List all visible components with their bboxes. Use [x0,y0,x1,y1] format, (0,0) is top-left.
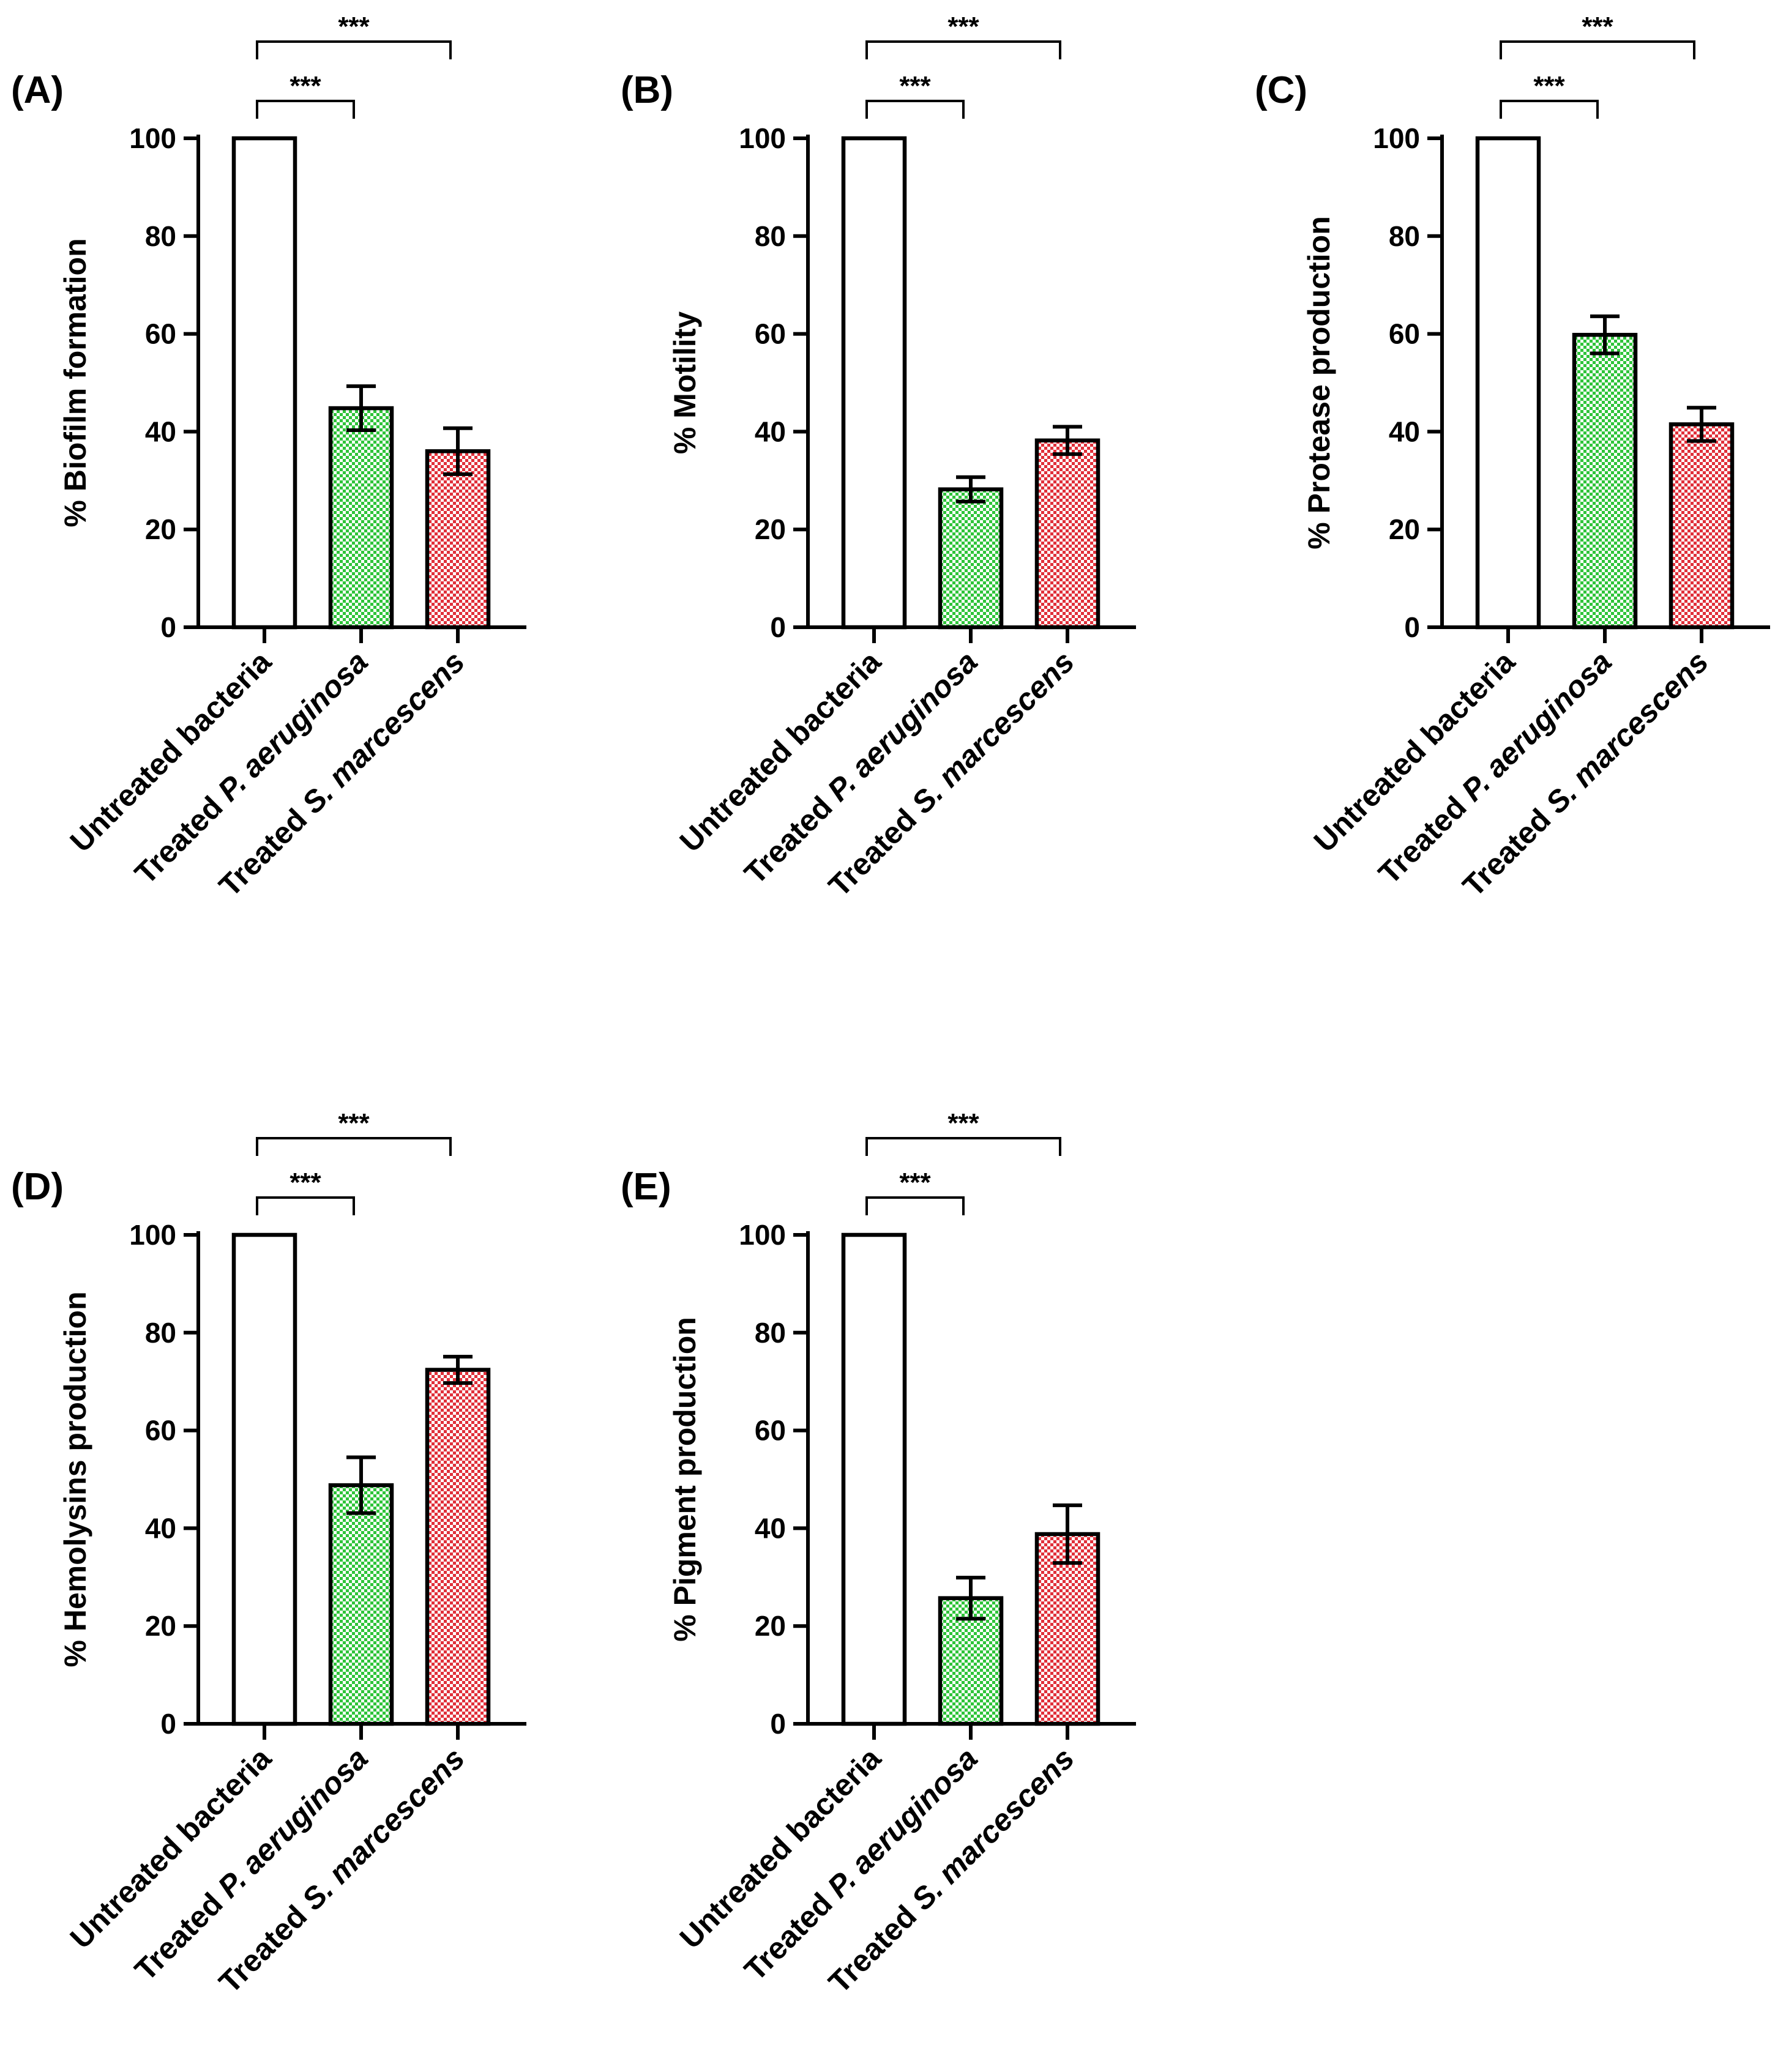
significance-label: *** [947,1108,979,1138]
y-tick-label: 100 [129,1219,176,1251]
significance-bracket [865,100,965,119]
y-tick-label: 20 [755,1610,786,1642]
y-axis-title: % Biofilm formation [58,238,92,527]
y-tick-label: 0 [160,1708,176,1740]
significance-label: *** [290,71,321,101]
y-tick-label: 40 [145,1512,176,1544]
significance-label: *** [1582,12,1613,42]
significance-label: *** [1533,71,1565,101]
y-tick-label: 40 [755,416,786,447]
bar [328,406,394,630]
y-tick-label: 80 [145,1317,176,1349]
significance-label: *** [338,12,370,42]
y-tick-label: 60 [1389,318,1420,350]
bar [1034,438,1100,630]
y-tick-label: 80 [145,220,176,252]
significance-bracket [1500,100,1599,119]
bar [1572,332,1638,630]
bar [1475,136,1541,630]
significance-label: *** [899,71,931,101]
chart-panel: (A)% Biofilm formation020406080100Untrea… [11,12,526,903]
significance-bracket [865,1196,965,1215]
chart-panel: (D)% Hemolysins production020406080100Un… [11,1108,526,2000]
bar [231,136,297,630]
y-axis-title: % Motility [668,311,702,455]
y-tick-label: 100 [1373,122,1420,154]
y-tick-label: 40 [755,1512,786,1544]
significance-bracket [256,1137,452,1156]
bar [841,136,907,630]
chart-panel: (E)% Pigment production020406080100Untre… [621,1108,1136,2000]
significance-bracket [865,1137,1061,1156]
y-tick-label: 0 [1404,611,1420,643]
panels: (A)% Biofilm formation020406080100Untrea… [11,12,1770,2000]
y-tick-label: 20 [1389,513,1420,545]
panel-label: (E) [621,1166,671,1208]
chart-panel: (C)% Protease production020406080100Untr… [1255,12,1770,903]
significance-label: *** [338,1108,370,1138]
y-tick-label: 40 [1389,416,1420,447]
y-axis-title: % Pigment production [668,1317,702,1642]
significance-bracket [1500,40,1695,59]
y-tick-label: 20 [145,513,176,545]
y-tick-label: 60 [145,1415,176,1447]
panel-label: (A) [11,69,64,111]
y-tick-label: 60 [755,1415,786,1447]
x-tick-label-species: S. marcescens [905,644,1081,820]
significance-bracket [256,100,355,119]
x-tick-label-species: S. marcescens [296,644,471,820]
bar [425,1368,491,1726]
y-tick-label: 80 [755,1317,786,1349]
bar [841,1232,907,1726]
y-tick-label: 100 [739,122,786,154]
y-tick-label: 20 [755,513,786,545]
significance-bracket [256,1196,355,1215]
y-axis-title: % Hemolysins production [58,1292,92,1668]
axes [806,135,1136,629]
axes [196,135,526,629]
y-tick-label: 20 [145,1610,176,1642]
significance-bracket [256,40,452,59]
y-tick-label: 100 [739,1219,786,1251]
y-tick-label: 0 [770,1708,786,1740]
significance-label: *** [899,1168,931,1198]
y-tick-label: 80 [755,220,786,252]
y-tick-label: 80 [1389,220,1420,252]
axes [196,1231,526,1726]
y-tick-label: 60 [145,318,176,350]
bar [1668,422,1735,630]
x-tick-label-species: S. marcescens [296,1741,471,1917]
y-tick-label: 40 [145,416,176,447]
bar [425,449,491,630]
panel-label: (C) [1255,69,1307,111]
axes [806,1231,1136,1726]
bar [231,1232,297,1726]
panel-label: (B) [621,69,673,111]
y-tick-label: 0 [160,611,176,643]
bar [938,487,1004,630]
axes [1440,135,1770,629]
significance-bracket [865,40,1061,59]
significance-label: *** [947,12,979,42]
y-axis-title: % Protease production [1302,216,1336,550]
bar [328,1483,394,1726]
y-tick-label: 0 [770,611,786,643]
significance-label: *** [290,1168,321,1198]
x-tick-label-species: S. marcescens [1539,644,1715,820]
y-tick-label: 100 [129,122,176,154]
x-tick-label-species: S. marcescens [905,1741,1081,1917]
y-tick-label: 60 [755,318,786,350]
panel-label: (D) [11,1166,64,1208]
